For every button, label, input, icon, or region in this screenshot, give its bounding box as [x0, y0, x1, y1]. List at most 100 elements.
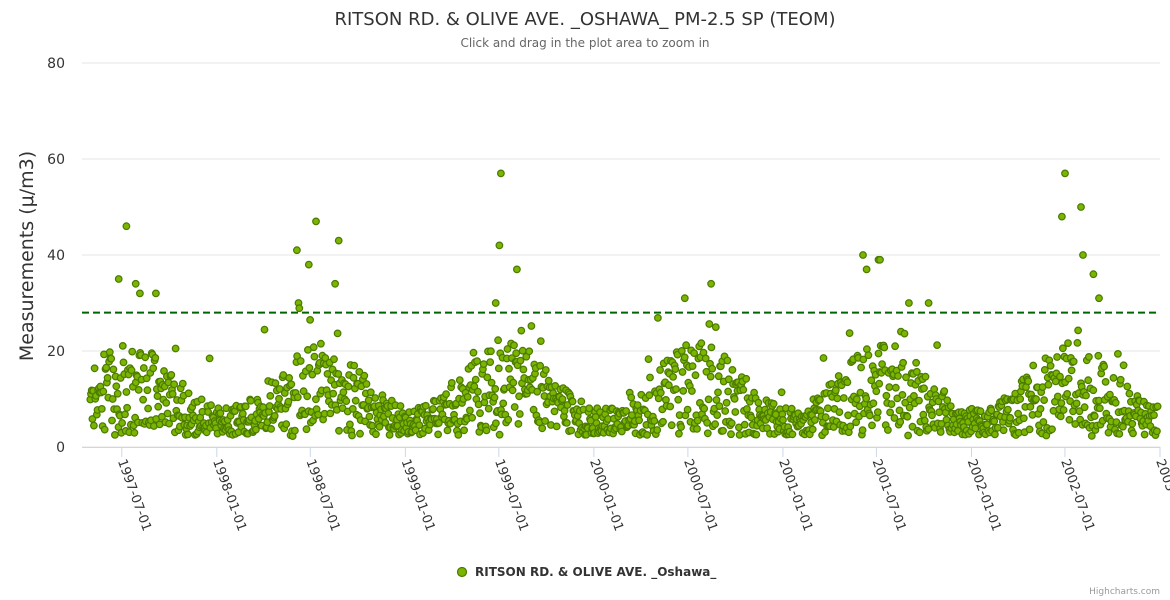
data-point[interactable] — [924, 299, 933, 307]
data-point[interactable] — [371, 394, 380, 402]
data-point[interactable] — [163, 409, 172, 418]
data-point[interactable] — [691, 371, 700, 380]
data-point[interactable] — [905, 299, 913, 307]
data-point[interactable] — [487, 378, 496, 387]
data-point[interactable] — [901, 398, 910, 407]
data-point[interactable] — [1118, 422, 1127, 431]
data-point[interactable] — [504, 415, 513, 424]
data-point[interactable] — [722, 398, 731, 407]
data-point[interactable] — [568, 397, 577, 406]
data-point[interactable] — [109, 365, 118, 374]
data-point[interactable] — [197, 395, 206, 404]
data-point[interactable] — [862, 265, 871, 274]
data-point[interactable] — [976, 407, 985, 416]
data-point[interactable] — [719, 426, 727, 435]
data-point[interactable] — [285, 374, 294, 382]
data-point[interactable] — [910, 392, 918, 400]
data-point[interactable] — [645, 391, 654, 400]
data-point[interactable] — [1053, 353, 1061, 361]
data-point[interactable] — [260, 325, 269, 334]
data-point[interactable] — [688, 387, 696, 395]
data-point[interactable] — [293, 246, 301, 255]
data-point[interactable] — [724, 375, 733, 384]
data-point[interactable] — [495, 241, 504, 250]
data-point[interactable] — [306, 316, 315, 324]
data-point[interactable] — [97, 405, 106, 413]
data-point[interactable] — [536, 361, 544, 370]
data-point[interactable] — [1089, 386, 1098, 395]
data-point[interactable] — [350, 361, 359, 370]
data-point[interactable] — [703, 418, 711, 427]
data-point[interactable] — [497, 169, 505, 178]
data-point[interactable] — [677, 347, 686, 355]
data-point[interactable] — [1077, 203, 1085, 211]
data-point[interactable] — [921, 372, 930, 381]
data-point[interactable] — [342, 397, 351, 406]
data-point[interactable] — [154, 402, 163, 411]
data-point[interactable] — [899, 358, 907, 367]
data-point[interactable] — [355, 368, 364, 376]
data-point[interactable] — [731, 408, 740, 416]
data-point[interactable] — [868, 421, 876, 430]
data-point[interactable] — [705, 320, 714, 328]
data-point[interactable] — [908, 422, 917, 431]
data-point[interactable] — [119, 358, 128, 367]
data-point[interactable] — [474, 387, 482, 396]
data-point[interactable] — [130, 428, 139, 437]
data-point[interactable] — [679, 387, 688, 395]
data-point[interactable] — [128, 347, 137, 356]
data-point[interactable] — [1059, 406, 1068, 414]
data-point[interactable] — [484, 404, 493, 413]
data-point[interactable] — [151, 354, 160, 362]
data-point[interactable] — [1109, 374, 1118, 382]
data-point[interactable] — [650, 417, 659, 425]
data-point[interactable] — [1095, 404, 1104, 413]
data-point[interactable] — [646, 373, 654, 382]
data-point[interactable] — [323, 370, 332, 378]
data-point[interactable] — [167, 371, 176, 379]
data-point[interactable] — [291, 426, 299, 435]
data-point[interactable] — [872, 387, 881, 396]
data-point[interactable] — [121, 410, 129, 419]
data-point[interactable] — [312, 217, 320, 226]
data-point[interactable] — [876, 255, 884, 264]
data-point[interactable] — [466, 406, 474, 415]
data-point[interactable] — [372, 430, 380, 439]
data-point[interactable] — [700, 404, 709, 413]
data-point[interactable] — [644, 355, 653, 364]
data-point[interactable] — [365, 412, 374, 421]
data-point[interactable] — [284, 397, 293, 406]
data-point[interactable] — [811, 416, 819, 424]
data-point[interactable] — [896, 418, 905, 426]
data-point[interactable] — [713, 411, 722, 420]
data-point[interactable] — [310, 352, 319, 361]
data-point[interactable] — [1113, 350, 1122, 358]
data-point[interactable] — [151, 289, 160, 298]
data-point[interactable] — [429, 405, 437, 413]
data-point[interactable] — [525, 347, 534, 356]
data-point[interactable] — [267, 425, 276, 433]
data-point[interactable] — [728, 366, 737, 374]
data-point[interactable] — [100, 425, 109, 434]
data-point[interactable] — [928, 411, 936, 420]
data-point[interactable] — [1095, 294, 1103, 303]
data-point[interactable] — [495, 430, 504, 439]
data-point[interactable] — [114, 275, 123, 283]
data-point[interactable] — [712, 396, 721, 404]
data-point[interactable] — [536, 337, 545, 346]
data-point[interactable] — [990, 417, 999, 426]
data-point[interactable] — [144, 404, 153, 413]
data-point[interactable] — [912, 358, 920, 367]
data-point[interactable] — [1053, 392, 1062, 401]
data-point[interactable] — [468, 413, 477, 422]
data-point[interactable] — [1016, 395, 1025, 403]
data-point[interactable] — [666, 402, 675, 411]
data-point[interactable] — [396, 402, 405, 410]
data-point[interactable] — [674, 395, 683, 404]
data-point[interactable] — [739, 385, 748, 394]
data-point[interactable] — [463, 393, 472, 401]
data-point[interactable] — [492, 419, 500, 428]
data-point[interactable] — [469, 348, 478, 357]
data-point[interactable] — [476, 409, 484, 418]
data-point[interactable] — [1101, 378, 1110, 386]
